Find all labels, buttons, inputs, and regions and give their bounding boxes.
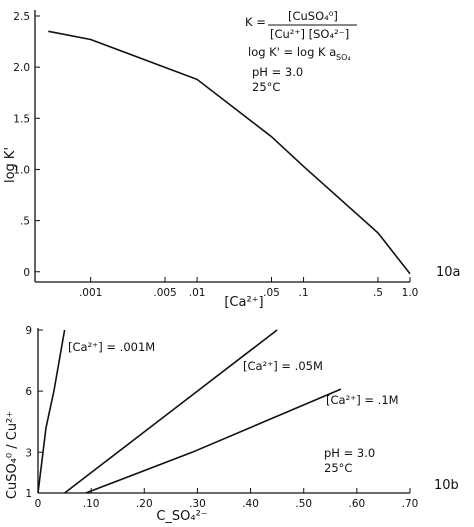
x-tick-label-10b: .70 xyxy=(402,498,419,510)
panel-label-10b: 10b xyxy=(434,478,459,493)
x-tick-label-10b: .20 xyxy=(136,498,153,510)
x-ticks-10a: .001 .005 .01 .05 .1 .5 1.0 xyxy=(79,277,418,299)
equation-numerator: [CuSO₄⁰] xyxy=(288,9,338,23)
series-group-10b xyxy=(37,329,342,494)
series-line-10b-2 xyxy=(64,329,278,494)
equation-k-label: K = xyxy=(245,15,266,29)
series-line-10b-1 xyxy=(37,329,66,494)
x-tick-label-10a: .05 xyxy=(263,287,280,299)
x-tick-label-10a: .1 xyxy=(299,287,309,299)
x-tick-label-10a: .001 xyxy=(79,287,102,299)
y-tick-label-10b: 1 xyxy=(25,488,32,500)
x-tick-label-10a: .01 xyxy=(189,287,206,299)
x-tick-label-10b: .40 xyxy=(242,498,259,510)
x-tick-label-10b: .60 xyxy=(349,498,366,510)
x-tick-label-10b: 0 xyxy=(35,498,42,510)
x-tick-label-10a: .005 xyxy=(153,287,176,299)
panel-label-10a: 10a xyxy=(436,265,461,280)
equation-denominator: [Cu²⁺] [SO₄²⁻] xyxy=(270,27,349,41)
annotation-ph-10a: pH = 3.0 xyxy=(252,65,303,79)
equation-annotation: K = [CuSO₄⁰] [Cu²⁺] [SO₄²⁻] log K' = log… xyxy=(245,9,357,94)
chart-10a: 0 .5 1.0 1.5 2.0 2.5 .001 .005 .01 .05 .1 .5 1.0 lo… xyxy=(3,9,461,310)
y-axis-label-10a: log K' xyxy=(3,147,18,183)
y-tick-label-10a: 1.5 xyxy=(13,113,30,125)
y-tick-label-10a: 1.0 xyxy=(13,164,30,176)
series-logk-curve xyxy=(48,30,411,275)
y-tick-label-10b: 9 xyxy=(25,325,32,337)
x-tick-label-10a: 1.0 xyxy=(402,287,419,299)
x-ticks-10b: 0 .10 .20 .30 .40 .50 .60 .70 xyxy=(35,488,419,510)
series-line-10b-3 xyxy=(85,388,342,494)
x-tick-label-10b: .30 xyxy=(189,498,206,510)
legend-label-ca-05: [Ca²⁺] = .05M xyxy=(243,359,323,373)
x-axis-label-10a: [Ca²⁺] xyxy=(224,295,263,310)
y-tick-label-10a: .5 xyxy=(20,216,30,228)
annotation-temp-10b: 25°C xyxy=(324,461,352,475)
chart-10b: 1 3 6 9 0 .10 .20 .30 .40 .50 .60 .70 CuSO₄⁰ / Cu²… xyxy=(5,325,459,524)
y-ticks-10b: 1 3 6 9 xyxy=(25,325,43,500)
x-tick-label-10b: .10 xyxy=(83,498,100,510)
legend-label-ca-1: [Ca²⁺] = .1M xyxy=(326,393,399,407)
x-tick-label-10b: .50 xyxy=(295,498,312,510)
annotation-ph-10b: pH = 3.0 xyxy=(324,446,375,460)
annotation-temp-10a: 25°C xyxy=(252,80,280,94)
x-axis-label-10b: C_SO₄²⁻ xyxy=(156,509,207,524)
x-tick-label-10a: .5 xyxy=(373,287,383,299)
y-tick-label-10a: 0 xyxy=(23,267,30,279)
y-axis-label-10b: CuSO₄⁰ / Cu²⁺ xyxy=(5,411,20,499)
annotation-logk-subscript: SO₄ xyxy=(336,53,351,62)
y-tick-label-10a: 2.5 xyxy=(13,11,30,23)
y-tick-label-10b: 6 xyxy=(25,386,32,398)
y-tick-label-10b: 3 xyxy=(25,447,32,459)
annotation-logk: log K' = log K a xyxy=(248,45,336,59)
legend-label-ca-001: [Ca²⁺] = .001M xyxy=(68,340,155,354)
y-ticks-10a: 0 .5 1.0 1.5 2.0 2.5 xyxy=(13,11,40,279)
y-tick-label-10a: 2.0 xyxy=(13,62,30,74)
